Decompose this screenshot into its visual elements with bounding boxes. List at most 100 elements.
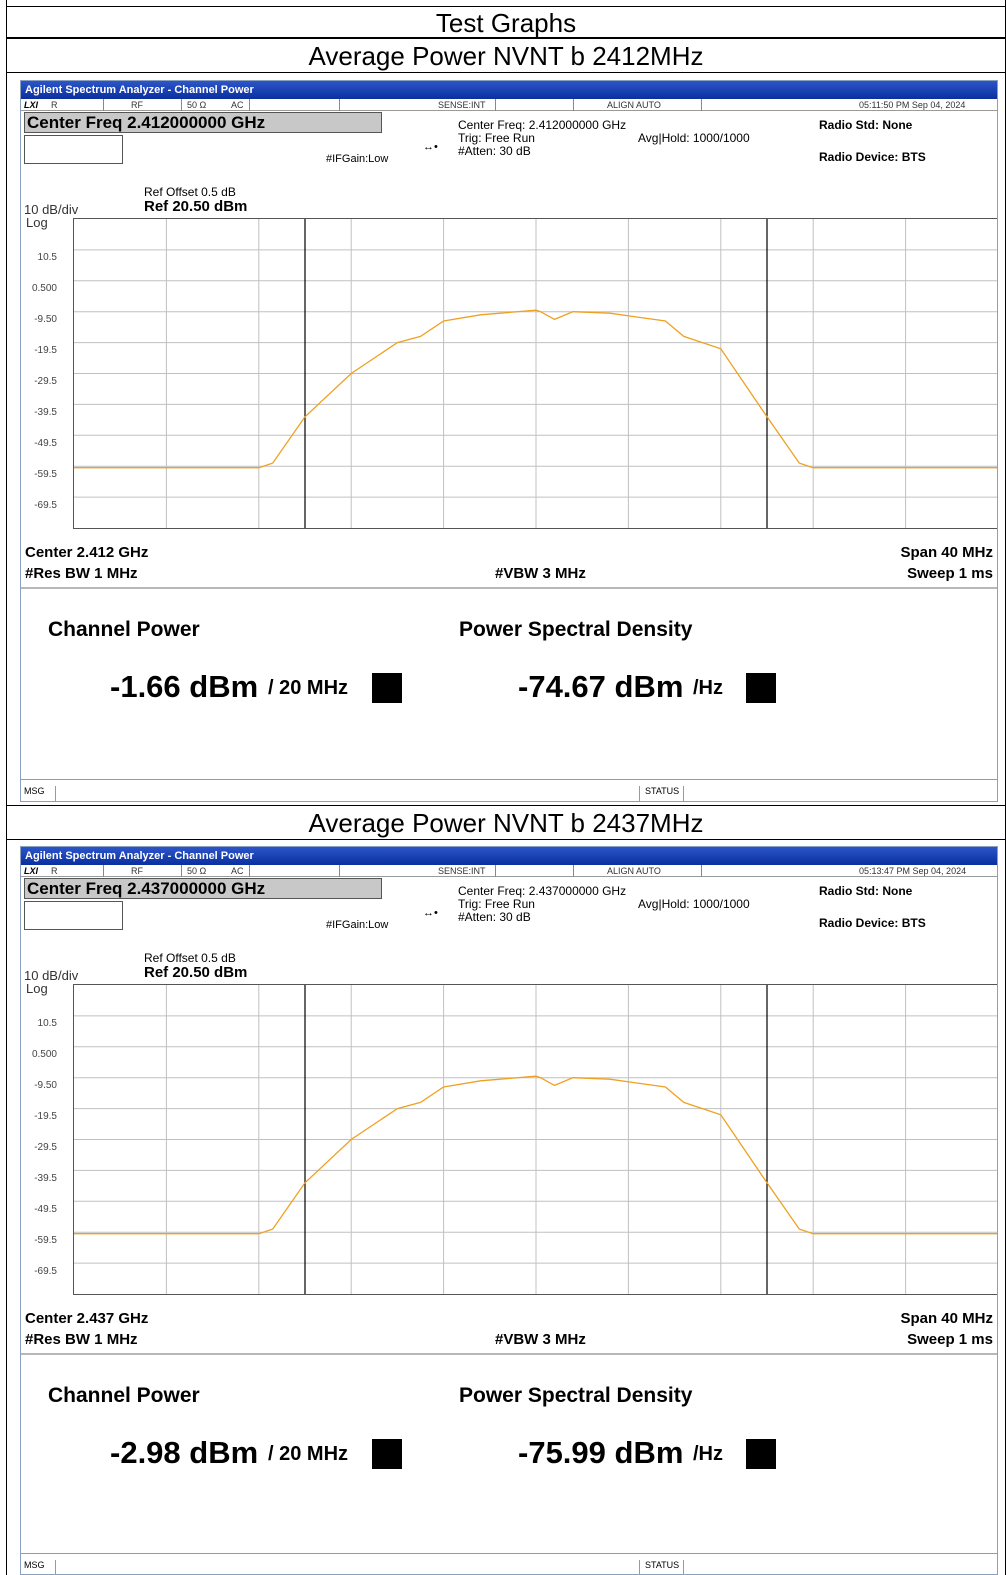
status-rf: RF	[131, 100, 143, 110]
psd-label: Power Spectral Density	[459, 618, 693, 641]
ref-level: Ref 20.50 dBm	[144, 198, 248, 215]
status-label: STATUS	[645, 1560, 680, 1570]
ytick: -39.5	[34, 1173, 57, 1184]
radio-device: Radio Device: BTS	[819, 916, 926, 930]
status-rf: RF	[131, 866, 143, 876]
avg-hold-info: Avg|Hold: 1000/1000	[638, 131, 750, 145]
spectrum-trace-svg	[74, 219, 997, 528]
channel-power-unit: / 20 MHz	[268, 677, 349, 699]
ytick: 10.5	[37, 1018, 57, 1029]
center-freq-info: Center Freq: 2.437000000 GHz	[458, 884, 627, 898]
psd-value: -75.99 dBm	[518, 1435, 684, 1470]
message-bar: MSG STATUS	[21, 1553, 997, 1574]
ytick: -9.50	[34, 314, 57, 325]
input-box[interactable]	[24, 135, 123, 164]
psd-value: -74.67 dBm	[518, 669, 684, 704]
ytick: 10.5	[37, 252, 57, 263]
trig-arrow-icon: ↔•	[423, 141, 438, 153]
trig-info: Trig: Free Run	[458, 131, 535, 145]
ytick: -39.5	[34, 407, 57, 418]
ref-offset: Ref Offset 0.5 dB	[144, 951, 236, 965]
ytick: 0.500	[31, 283, 57, 294]
psd-unit: /Hz	[693, 1443, 723, 1465]
psd-label: Power Spectral Density	[459, 1384, 693, 1407]
status-ac: AC	[231, 100, 244, 110]
ref-offset: Ref Offset 0.5 dB	[144, 185, 236, 199]
ytick: -69.5	[34, 500, 57, 511]
psd-marker-box	[746, 1439, 776, 1469]
ytick: -19.5	[34, 345, 57, 356]
input-box[interactable]	[24, 901, 123, 930]
atten-info: #Atten: 30 dB	[458, 144, 531, 158]
ytick: -49.5	[34, 1204, 57, 1215]
ytick: -9.50	[34, 1080, 57, 1091]
window-titlebar: Agilent Spectrum Analyzer - Channel Powe…	[21, 847, 997, 865]
channel-power-marker-box	[372, 673, 402, 703]
center-freq-box[interactable]: Center Freq 2.412000000 GHz	[24, 112, 382, 133]
ifgain-label: #IFGain:Low	[326, 919, 389, 931]
atten-info: #Atten: 30 dB	[458, 910, 531, 924]
status-r: R	[51, 100, 58, 110]
spectrum-analyzer-window-2437: Agilent Spectrum Analyzer - Channel Powe…	[20, 846, 998, 1575]
sweep-label: Sweep 1 ms	[907, 1331, 993, 1348]
page-title: Test Graphs	[6, 6, 1006, 38]
spectrum-trace	[74, 309, 997, 469]
log-label: Log	[26, 981, 48, 996]
vbw-label: #VBW 3 MHz	[495, 565, 586, 582]
radio-std: Radio Std: None	[819, 118, 913, 132]
timestamp: 05:13:47 PM Sep 04, 2024	[859, 866, 967, 876]
ifgain-label: #IFGain:Low	[326, 153, 389, 165]
channel-power-unit: / 20 MHz	[268, 1443, 349, 1465]
spectrum-plot	[73, 218, 997, 529]
status-strip: LXI R RF 50 Ω AC SENSE:INT ALIGN AUTO 05…	[21, 99, 997, 111]
center-freq-info: Center Freq: 2.412000000 GHz	[458, 118, 627, 132]
span-label: Span 40 MHz	[900, 544, 993, 561]
channel-power-marker-box	[372, 1439, 402, 1469]
psd-marker-box	[746, 673, 776, 703]
status-ac: AC	[231, 866, 244, 876]
vbw-label: #VBW 3 MHz	[495, 1331, 586, 1348]
lxi-icon: LXI	[24, 100, 39, 110]
lxi-icon: LXI	[24, 866, 39, 876]
spectrum-analyzer-window-2412: Agilent Spectrum Analyzer - Channel Powe…	[20, 80, 998, 802]
spectrum-trace-svg	[74, 985, 997, 1294]
caption-2412: Average Power NVNT b 2412MHz	[6, 38, 1006, 73]
psd-unit: /Hz	[693, 677, 723, 699]
ytick: 0.500	[31, 1049, 57, 1060]
channel-power-value: -2.98 dBm	[110, 1435, 259, 1470]
sweep-label: Sweep 1 ms	[907, 565, 993, 582]
status-align: ALIGN AUTO	[607, 100, 661, 110]
message-bar: MSG STATUS	[21, 779, 997, 801]
ytick: -29.5	[34, 376, 57, 387]
status-align: ALIGN AUTO	[607, 866, 661, 876]
channel-power-label: Channel Power	[48, 618, 200, 641]
center-freq-box[interactable]: Center Freq 2.437000000 GHz	[24, 878, 382, 899]
ytick: -49.5	[34, 438, 57, 449]
channel-power-value: -1.66 dBm	[110, 669, 259, 704]
msg-label: MSG	[24, 1560, 45, 1570]
ytick: -69.5	[34, 1266, 57, 1277]
avg-hold-info: Avg|Hold: 1000/1000	[638, 897, 750, 911]
radio-device: Radio Device: BTS	[819, 150, 926, 164]
trig-arrow-icon: ↔•	[423, 907, 438, 919]
log-label: Log	[26, 215, 48, 230]
status-sense: SENSE:INT	[438, 100, 486, 110]
ref-level: Ref 20.50 dBm	[144, 964, 248, 981]
ytick: -19.5	[34, 1111, 57, 1122]
msg-label: MSG	[24, 786, 45, 796]
status-r: R	[51, 866, 58, 876]
scale-div: 10 dB/div	[24, 968, 79, 983]
status-ohm: 50 Ω	[187, 866, 207, 876]
caption-2437: Average Power NVNT b 2437MHz	[6, 805, 1006, 840]
span-label: Span 40 MHz	[900, 1310, 993, 1327]
spectrum-plot	[73, 984, 997, 1295]
timestamp: 05:11:50 PM Sep 04, 2024	[859, 100, 966, 110]
status-ohm: 50 Ω	[187, 100, 207, 110]
res-bw-label: #Res BW 1 MHz	[25, 1331, 138, 1348]
status-strip: LXI R RF 50 Ω AC SENSE:INT ALIGN AUTO 05…	[21, 865, 997, 877]
channel-power-label: Channel Power	[48, 1384, 200, 1407]
res-bw-label: #Res BW 1 MHz	[25, 565, 138, 582]
status-sense: SENSE:INT	[438, 866, 486, 876]
ytick: -59.5	[34, 469, 57, 480]
center-label: Center 2.412 GHz	[25, 544, 149, 561]
